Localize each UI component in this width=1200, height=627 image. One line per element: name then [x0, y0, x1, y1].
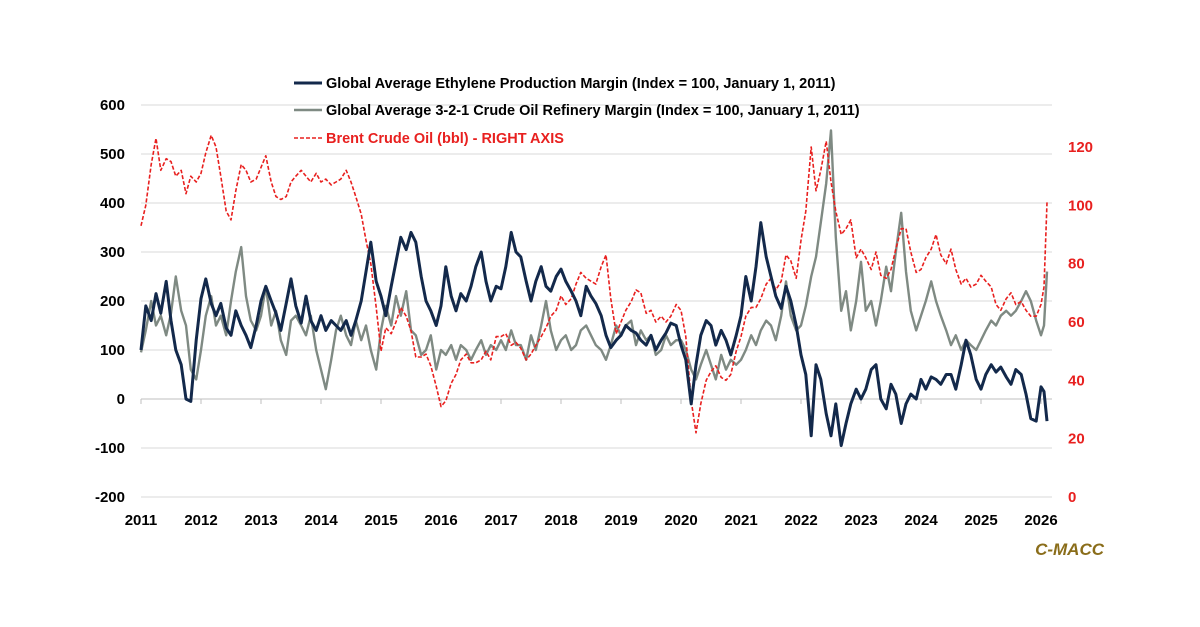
x-tick-label: 2016 — [424, 512, 457, 529]
x-axis-line — [140, 398, 1052, 404]
left-tick-label: -100 — [95, 440, 125, 457]
left-tick-label: 300 — [100, 244, 125, 261]
left-tick-label: 0 — [117, 391, 125, 408]
x-tick-label: 2021 — [724, 512, 757, 529]
right-tick-label: 60 — [1068, 314, 1085, 331]
right-tick-label: 120 — [1068, 139, 1093, 156]
right-tick-label: 40 — [1068, 372, 1085, 389]
gridlines — [141, 104, 1052, 498]
x-tick-label: 2013 — [244, 512, 277, 529]
legend-label: Global Average Ethylene Production Margi… — [326, 76, 836, 92]
series-line-1 — [139, 129, 1049, 391]
series-layer — [139, 129, 1049, 448]
left-tick-label: 400 — [100, 195, 125, 212]
right-tick-label: 20 — [1068, 431, 1085, 448]
right-tick-label: 80 — [1068, 256, 1085, 273]
right-tick-label: 100 — [1068, 197, 1093, 214]
right-tick-label: 0 — [1068, 489, 1076, 506]
right-axis-ticks: 0 20 40 60 80 100 120 — [1068, 139, 1093, 506]
legend-label: Brent Crude Oil (bbl) - RIGHT AXIS — [326, 131, 564, 147]
left-tick-label: 600 — [100, 97, 125, 114]
x-tick-label: 2019 — [604, 512, 637, 529]
x-tick-label: 2023 — [844, 512, 877, 529]
x-axis-ticks: 2011 2012 2013 2014 2015 2016 2017 2018 2019 2020… — [125, 512, 1058, 529]
x-tick-label: 2018 — [544, 512, 577, 529]
series-line-2 — [140, 134, 1048, 434]
series-line-0 — [139, 221, 1049, 448]
left-tick-label: 200 — [100, 293, 125, 310]
x-tick-label: 2024 — [904, 512, 938, 529]
x-tick-label: 2015 — [364, 512, 397, 529]
x-tick-label: 2020 — [664, 512, 697, 529]
x-tick-label: 2011 — [125, 512, 158, 529]
left-axis-ticks: -200 -100 0 100 200 300 400 500 600 — [95, 97, 125, 506]
x-tick-label: 2025 — [964, 512, 997, 529]
legend-label: Global Average 3-2-1 Crude Oil Refinery … — [326, 103, 860, 119]
watermark-logo-text: C-MACC — [1035, 540, 1104, 559]
x-tick-label: 2017 — [484, 512, 517, 529]
left-tick-label: -200 — [95, 489, 125, 506]
x-tick-label: 2014 — [304, 512, 338, 529]
left-tick-label: 500 — [100, 146, 125, 163]
x-tick-label: 2022 — [784, 512, 817, 529]
x-tick-label: 2012 — [184, 512, 217, 529]
legend: Global Average Ethylene Production Margi… — [294, 76, 860, 147]
left-tick-label: 100 — [100, 342, 125, 359]
x-tick-label: 2026 — [1024, 512, 1057, 529]
